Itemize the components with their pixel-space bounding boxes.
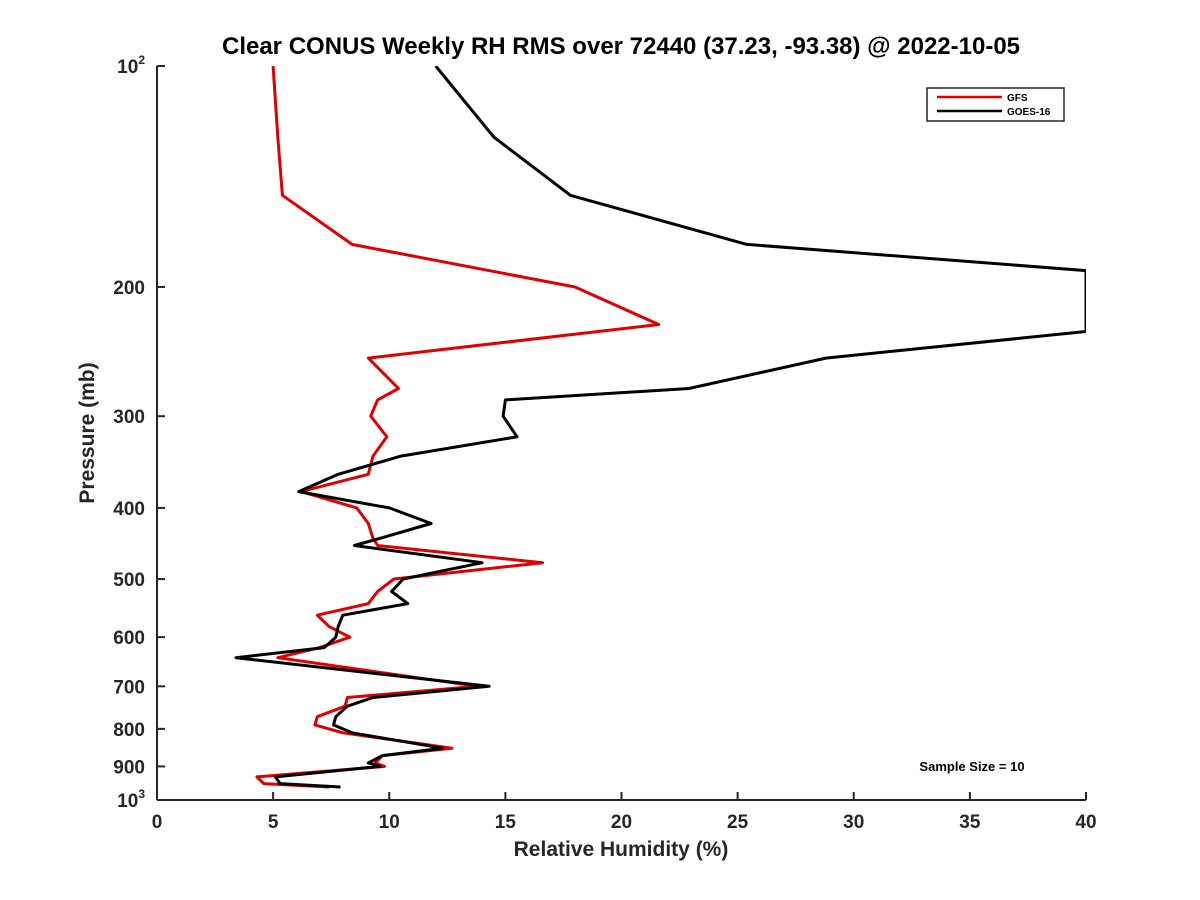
sample-size-annotation: Sample Size = 10 bbox=[919, 759, 1024, 774]
x-tick-label: 35 bbox=[959, 812, 981, 833]
x-tick-label: 20 bbox=[611, 812, 632, 833]
chart-title: Clear CONUS Weekly RH RMS over 72440 (37… bbox=[222, 33, 1020, 60]
series-line-goes-16 bbox=[234, 66, 1086, 789]
plot-area bbox=[234, 66, 1086, 789]
x-axis-label: Relative Humidity (%) bbox=[514, 838, 729, 861]
series-line-gfs bbox=[255, 66, 661, 789]
x-tick-label: 15 bbox=[495, 812, 517, 833]
y-axis-label: Pressure (mb) bbox=[76, 362, 99, 503]
x-tick-label: 0 bbox=[152, 812, 163, 833]
y-tick-label: 400 bbox=[113, 499, 145, 520]
x-tick-label: 25 bbox=[727, 812, 749, 833]
axes: 0 5 10 15 20 25 30 35 40 102 200 300 400 500 600 700 800… bbox=[113, 53, 1096, 833]
legend: GFS GOES-16 bbox=[926, 87, 1065, 122]
y-tick-label: 500 bbox=[113, 570, 145, 591]
y-tick-label: 103 bbox=[117, 787, 145, 812]
x-tick-label: 30 bbox=[843, 812, 864, 833]
x-tick-label: 10 bbox=[379, 812, 400, 833]
y-tick-label: 102 bbox=[117, 53, 145, 78]
y-tick-label: 600 bbox=[113, 628, 145, 649]
x-tick-label: 40 bbox=[1075, 812, 1096, 833]
y-tick-label: 300 bbox=[113, 407, 145, 428]
legend-entry: GFS bbox=[1007, 93, 1028, 104]
y-tick-label: 200 bbox=[113, 278, 145, 299]
x-tick-label: 5 bbox=[268, 812, 279, 833]
y-tick-label: 700 bbox=[113, 677, 145, 698]
y-tick-label: 800 bbox=[113, 720, 145, 741]
legend-box bbox=[926, 87, 1065, 122]
y-tick-label: 900 bbox=[113, 757, 145, 778]
legend-entry: GOES-16 bbox=[1007, 107, 1051, 118]
